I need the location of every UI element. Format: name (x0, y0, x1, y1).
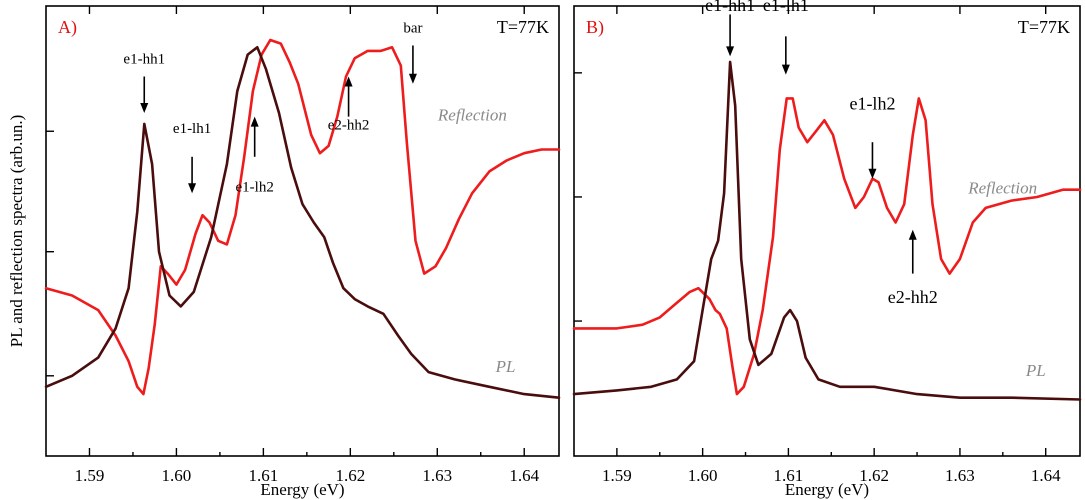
x-axis-label: Energy (eV) (260, 480, 344, 499)
series-label-pl: PL (1025, 361, 1046, 380)
annotation-arrow-head (140, 103, 148, 113)
x-tick-label: 1.60 (162, 466, 192, 485)
peak-annotation: e1-hh1 (705, 0, 755, 15)
x-axis-label: Energy (eV) (785, 480, 869, 499)
series-label-reflection: Reflection (967, 178, 1037, 197)
peak-annotation: e2-hh2 (328, 117, 370, 133)
plot-frame (46, 6, 559, 456)
x-tick-label: 1.64 (509, 466, 539, 485)
panel-label: B) (586, 17, 604, 38)
peak-annotation: e2-hh2 (888, 287, 938, 307)
peak-annotation: e1-hh1 (123, 52, 165, 68)
x-tick-label: 1.63 (945, 466, 975, 485)
peak-annotation: e1-lh2 (236, 179, 274, 195)
x-tick-label: 1.64 (1031, 466, 1061, 485)
annotation-arrow-head (409, 74, 417, 84)
annotation-arrow-head (909, 230, 917, 240)
x-tick-label: 1.63 (422, 466, 452, 485)
y-axis-label: PL and reflection spectra (arb.un.) (7, 115, 26, 348)
annotation-arrow-head (251, 117, 259, 127)
series-line-pl (574, 62, 1080, 400)
annotation-arrow-head (782, 65, 790, 75)
series-line-reflection (574, 98, 1080, 394)
peak-annotation: e1-lh1 (173, 121, 211, 137)
peak-annotation: e1-lh1 (763, 0, 809, 15)
x-tick-label: 1.59 (75, 466, 105, 485)
plot-frame (574, 6, 1080, 456)
series-line-reflection (46, 40, 559, 394)
temperature-label: T=77K (497, 17, 549, 37)
annotation-arrow-head (868, 169, 876, 179)
series-label-reflection: Reflection (437, 105, 507, 124)
series-label-pl: PL (495, 357, 516, 376)
annotation-arrow-head (188, 183, 196, 193)
peak-annotation: e1-lh2 (849, 93, 895, 113)
x-tick-label: 1.60 (688, 466, 718, 485)
x-tick-label: 1.59 (602, 466, 632, 485)
annotation-arrow-head (726, 46, 734, 56)
peak-annotation: bar (403, 21, 422, 37)
temperature-label: T=77K (1018, 17, 1070, 37)
panel-label: A) (58, 17, 77, 38)
